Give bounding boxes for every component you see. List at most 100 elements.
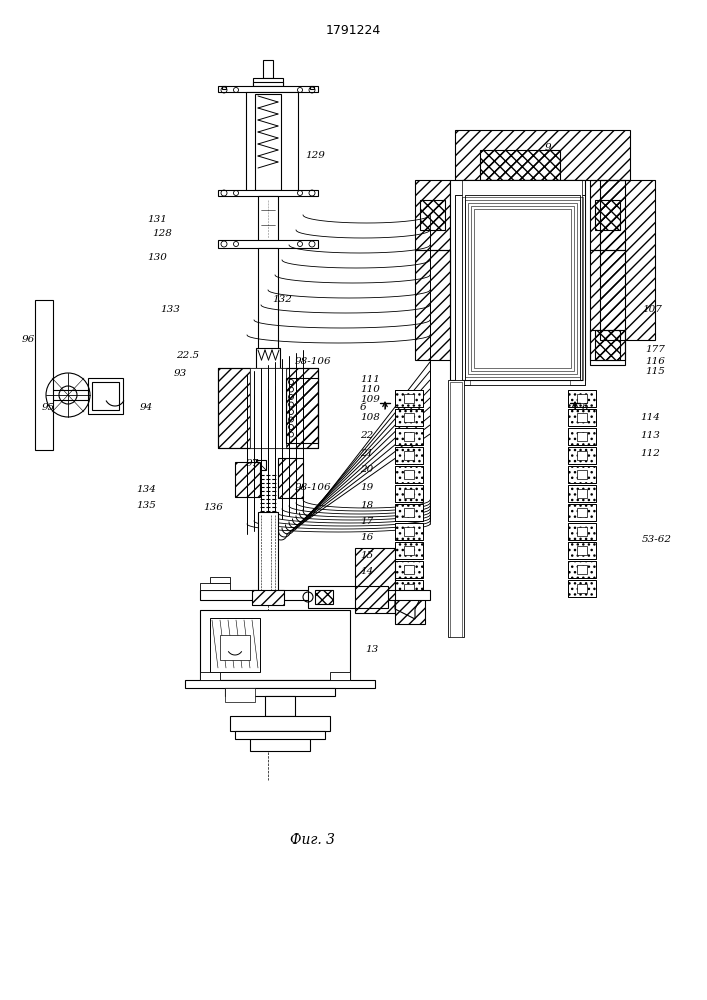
- Text: 114: 114: [640, 414, 660, 422]
- Bar: [265, 696, 295, 716]
- Bar: [565, 180, 585, 380]
- Bar: [590, 250, 625, 360]
- Text: 93: 93: [174, 369, 187, 378]
- Text: 131: 131: [147, 216, 167, 225]
- Text: 9: 9: [545, 143, 551, 152]
- Bar: [568, 409, 596, 426]
- Bar: [568, 485, 596, 502]
- Text: 98-106: 98-106: [295, 484, 332, 492]
- Bar: [568, 504, 596, 521]
- Bar: [395, 523, 423, 540]
- Bar: [568, 409, 596, 426]
- Bar: [315, 590, 333, 604]
- Text: 22: 22: [360, 430, 373, 440]
- Text: 53-62: 53-62: [642, 536, 672, 544]
- Bar: [577, 546, 587, 555]
- Bar: [465, 200, 580, 377]
- Bar: [278, 458, 303, 498]
- Text: б: б: [582, 403, 588, 412]
- Text: 111: 111: [360, 375, 380, 384]
- Text: 177: 177: [645, 346, 665, 355]
- Bar: [210, 618, 260, 672]
- Text: 22.5: 22.5: [176, 351, 199, 360]
- Bar: [255, 94, 281, 190]
- Text: 15: 15: [360, 552, 373, 560]
- Text: 113: 113: [640, 430, 660, 440]
- Text: 116: 116: [645, 358, 665, 366]
- Bar: [250, 731, 310, 751]
- Bar: [568, 561, 596, 578]
- Text: Фиг. 3: Фиг. 3: [290, 833, 335, 847]
- Text: 108: 108: [360, 414, 380, 422]
- Bar: [568, 390, 596, 407]
- Bar: [395, 390, 423, 407]
- Bar: [395, 409, 423, 426]
- Text: 109: 109: [360, 395, 380, 404]
- Bar: [395, 485, 423, 502]
- Text: 135: 135: [136, 500, 156, 510]
- Text: 94: 94: [140, 403, 153, 412]
- Bar: [474, 209, 571, 368]
- Bar: [404, 546, 414, 555]
- Bar: [395, 409, 423, 426]
- Bar: [250, 368, 286, 448]
- Bar: [308, 586, 388, 608]
- Bar: [568, 523, 596, 540]
- Bar: [252, 590, 284, 605]
- Bar: [218, 368, 318, 448]
- Text: 1791224: 1791224: [325, 23, 380, 36]
- Bar: [568, 428, 596, 445]
- Bar: [225, 688, 255, 702]
- Bar: [35, 300, 53, 450]
- Bar: [404, 413, 414, 422]
- Bar: [310, 86, 314, 89]
- Bar: [220, 635, 250, 660]
- Bar: [415, 250, 450, 360]
- Bar: [415, 180, 450, 250]
- Bar: [200, 610, 350, 680]
- Bar: [395, 542, 423, 559]
- Bar: [395, 485, 423, 502]
- Text: 134: 134: [136, 486, 156, 494]
- Bar: [395, 390, 423, 407]
- Text: 13: 13: [365, 646, 378, 654]
- Text: 98-106: 98-106: [295, 358, 332, 366]
- Bar: [568, 523, 596, 540]
- Bar: [600, 180, 655, 340]
- Bar: [404, 489, 414, 498]
- Text: 128: 128: [152, 229, 172, 237]
- Bar: [568, 428, 596, 445]
- Bar: [395, 466, 423, 483]
- Bar: [448, 380, 464, 637]
- Text: 96: 96: [22, 336, 35, 344]
- Text: 107: 107: [642, 306, 662, 314]
- Bar: [568, 447, 596, 464]
- Bar: [263, 60, 273, 78]
- Bar: [577, 413, 587, 422]
- Text: 136: 136: [203, 504, 223, 512]
- Bar: [468, 203, 577, 374]
- Bar: [404, 432, 414, 441]
- Bar: [200, 590, 430, 600]
- Bar: [570, 195, 585, 385]
- Bar: [235, 731, 325, 739]
- Bar: [568, 561, 596, 578]
- Bar: [577, 432, 587, 441]
- Text: 17: 17: [360, 518, 373, 526]
- Bar: [286, 368, 318, 448]
- Bar: [395, 599, 425, 624]
- Bar: [200, 583, 230, 590]
- Bar: [577, 489, 587, 498]
- Bar: [330, 672, 350, 680]
- Bar: [568, 542, 596, 559]
- Bar: [462, 197, 583, 380]
- Bar: [577, 527, 587, 536]
- Bar: [92, 382, 119, 410]
- Bar: [568, 485, 596, 502]
- Bar: [404, 584, 414, 593]
- Bar: [568, 580, 596, 597]
- Bar: [253, 78, 283, 86]
- Bar: [256, 460, 266, 470]
- Bar: [355, 548, 395, 613]
- Bar: [465, 195, 580, 380]
